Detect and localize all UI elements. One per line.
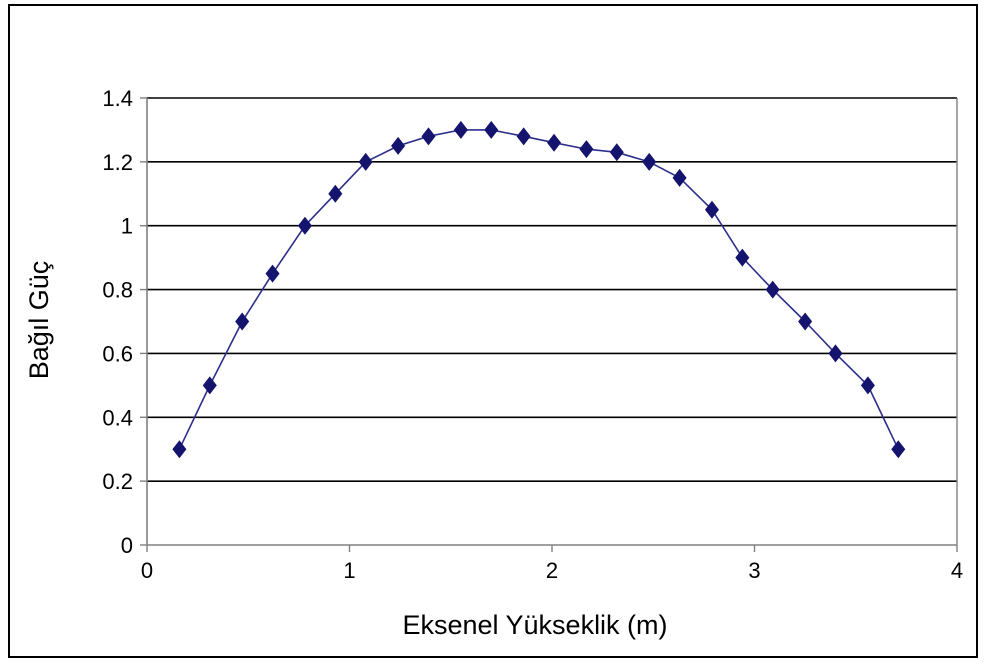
y-tick-label-2: 0.4 xyxy=(102,405,133,430)
data-point-0-8 xyxy=(421,127,436,146)
series-line xyxy=(178,129,900,450)
y-tick-label-3: 0.6 xyxy=(102,341,133,366)
data-point-0-22 xyxy=(860,376,875,395)
data-point-0-3 xyxy=(265,264,280,283)
x-tick-label-1: 1 xyxy=(343,558,355,583)
y-tick-label-4: 0.8 xyxy=(102,278,133,303)
data-point-0-5 xyxy=(328,184,343,203)
data-point-0-9 xyxy=(453,120,468,139)
y-axis-title: Bağıl Güç xyxy=(24,261,54,380)
x-tick-label-0: 0 xyxy=(141,558,153,583)
x-tick-label-4: 4 xyxy=(951,558,963,583)
series-0-line xyxy=(178,129,900,450)
data-point-0-0 xyxy=(172,440,187,459)
data-point-0-10 xyxy=(484,120,499,139)
y-tick-label-7: 1.4 xyxy=(102,86,133,111)
x-axis-title: Eksenel Yükseklik (m) xyxy=(402,610,667,640)
data-markers xyxy=(172,120,906,459)
data-point-0-7 xyxy=(391,136,406,155)
grid-lines xyxy=(147,97,958,545)
data-point-0-13 xyxy=(579,140,594,159)
data-point-0-2 xyxy=(235,312,250,331)
data-point-0-14 xyxy=(609,143,624,162)
data-point-0-11 xyxy=(516,127,531,146)
chart-frame xyxy=(8,4,978,658)
data-point-0-23 xyxy=(891,440,906,459)
y-tick-label-5: 1 xyxy=(121,214,133,239)
x-tick-label-3: 3 xyxy=(748,558,760,583)
data-point-0-21 xyxy=(828,344,843,363)
data-point-0-6 xyxy=(358,152,373,171)
data-point-0-16 xyxy=(672,168,687,187)
y-tick-label-6: 1.2 xyxy=(102,150,133,175)
data-point-0-17 xyxy=(704,200,719,219)
data-point-0-20 xyxy=(798,312,813,331)
x-tick-label-2: 2 xyxy=(546,558,558,583)
data-point-0-15 xyxy=(642,152,657,171)
data-point-0-12 xyxy=(547,133,562,152)
axes: 0 0.2 0.4 0.6 0.8 1 1.2 1.4 0 1 2 3 4 xyxy=(102,86,963,583)
data-point-0-18 xyxy=(735,248,750,267)
data-point-0-19 xyxy=(765,280,780,299)
y-tick-label-1: 0.2 xyxy=(102,469,133,494)
data-point-0-1 xyxy=(202,376,217,395)
data-point-0-4 xyxy=(297,216,312,235)
y-tick-label-0: 0 xyxy=(121,533,133,558)
